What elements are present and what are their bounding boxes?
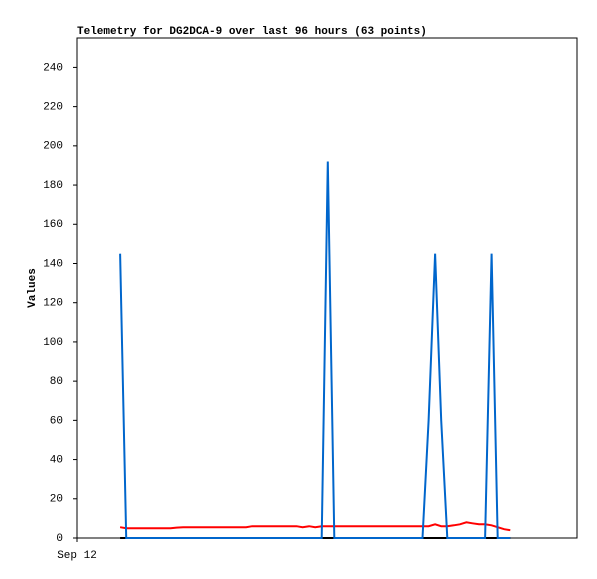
y-tick-label: 40 — [50, 454, 63, 466]
series-line — [119, 521, 511, 532]
y-tick-label: 80 — [50, 376, 63, 388]
series-line — [119, 161, 511, 539]
y-tick-label: 220 — [43, 102, 63, 114]
y-tick-label: 100 — [43, 337, 63, 349]
chart-title: Telemetry for DG2DCA-9 over last 96 hour… — [77, 26, 427, 38]
y-tick-label: 60 — [50, 415, 63, 427]
y-axis-label: Values — [27, 268, 39, 308]
y-tick-label: 160 — [43, 219, 63, 231]
y-tick-label: 240 — [43, 62, 63, 74]
y-tick-label: 120 — [43, 298, 63, 310]
y-tick-label: 20 — [50, 494, 63, 506]
y-tick-label: 180 — [43, 180, 63, 192]
y-tick-label: 140 — [43, 258, 63, 270]
y-tick-label: 200 — [43, 141, 63, 153]
y-tick-label: 0 — [56, 533, 63, 545]
x-tick-label: Sep 12 — [57, 550, 97, 562]
